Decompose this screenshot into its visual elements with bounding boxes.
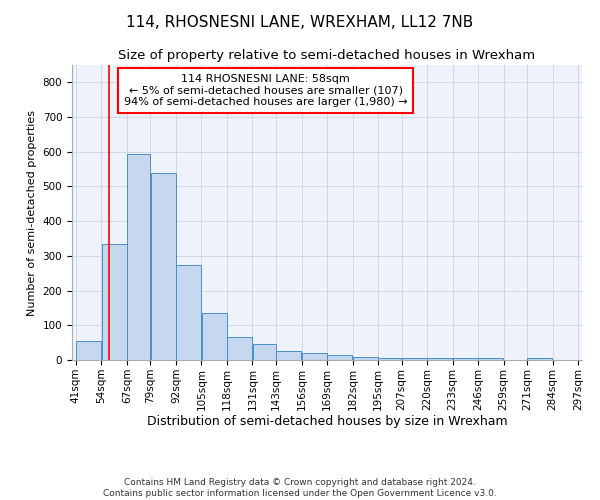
Text: Contains HM Land Registry data © Crown copyright and database right 2024.
Contai: Contains HM Land Registry data © Crown c… [103, 478, 497, 498]
Bar [253, 344, 276, 360]
Y-axis label: Number of semi-detached properties: Number of semi-detached properties [27, 110, 37, 316]
X-axis label: Distribution of semi-detached houses by size in Wrexham: Distribution of semi-detached houses by … [146, 416, 508, 428]
Text: 114, RHOSNESNI LANE, WREXHAM, LL12 7NB: 114, RHOSNESNI LANE, WREXHAM, LL12 7NB [127, 15, 473, 30]
Bar [402, 358, 427, 360]
Bar [127, 154, 150, 360]
Title: Size of property relative to semi-detached houses in Wrexham: Size of property relative to semi-detach… [118, 50, 536, 62]
Bar [151, 172, 176, 360]
Bar [378, 358, 401, 360]
Bar [76, 341, 101, 360]
Bar [176, 264, 201, 360]
Bar [527, 358, 552, 360]
Bar [102, 244, 127, 360]
Bar [478, 358, 503, 360]
Bar [227, 338, 252, 360]
Bar [202, 313, 227, 360]
Bar [302, 353, 327, 360]
Bar [276, 350, 301, 360]
Bar [453, 358, 478, 360]
Bar [327, 355, 352, 360]
Bar [427, 358, 452, 360]
Bar [353, 356, 378, 360]
Text: 114 RHOSNESNI LANE: 58sqm
← 5% of semi-detached houses are smaller (107)
94% of : 114 RHOSNESNI LANE: 58sqm ← 5% of semi-d… [124, 74, 407, 107]
